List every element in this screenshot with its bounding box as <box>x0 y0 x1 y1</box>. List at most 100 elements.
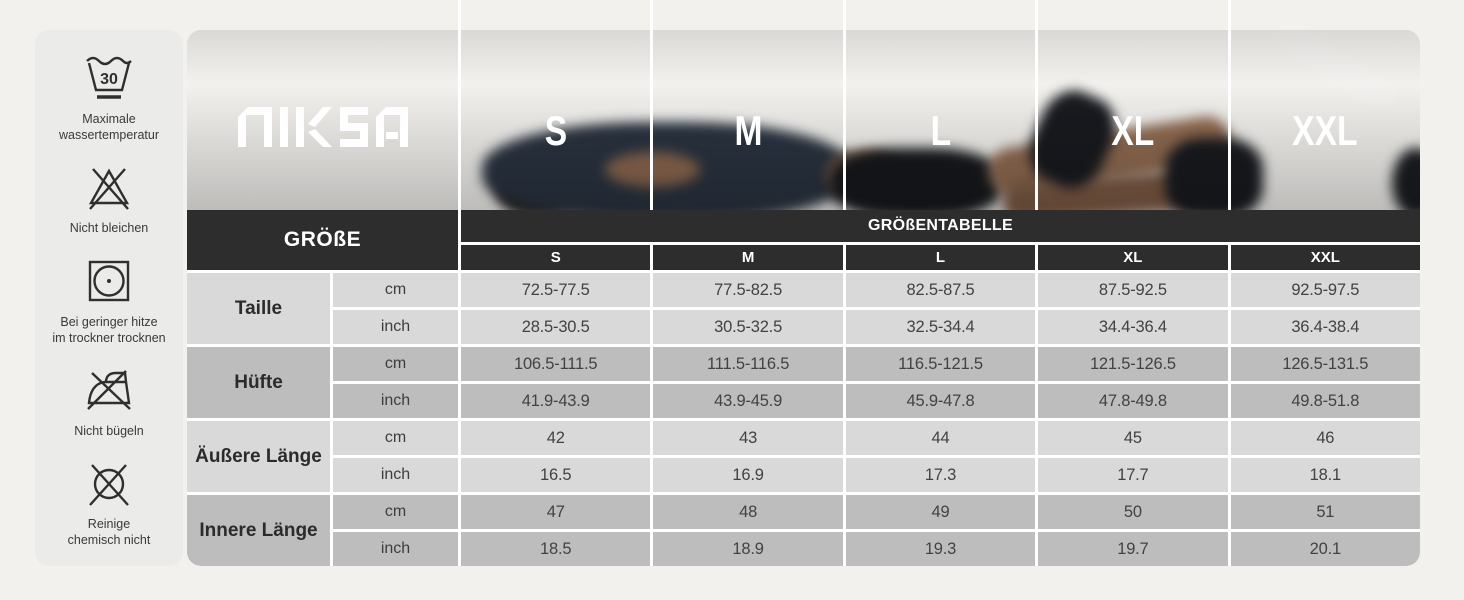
value-cell: 36.4-38.4 <box>1230 310 1420 344</box>
unit-cell: inch <box>333 458 458 492</box>
size-header-xl: XL <box>1038 245 1228 270</box>
column-divider <box>1035 30 1038 210</box>
row-label-aeussere-laenge: Äußere Länge <box>187 421 330 492</box>
do-not-dry-clean-icon <box>85 457 133 509</box>
care-item-tumble-dry-low: Bei geringer hitze im trockner trocknen <box>41 255 177 346</box>
value-cell: 28.5-30.5 <box>461 310 651 344</box>
corner-header-groesse: GRÖßE <box>187 210 458 270</box>
column-divider <box>843 0 846 30</box>
value-cell: 19.7 <box>1038 532 1228 566</box>
size-header-s: S <box>461 245 651 270</box>
value-cell: 126.5-131.5 <box>1230 347 1420 381</box>
size-chart-main: S M L XL XXL GRÖßE GRÖßENTABELLE S M L X… <box>187 0 1420 566</box>
value-cell: 43.9-45.9 <box>653 384 843 418</box>
value-cell: 45 <box>1038 421 1228 455</box>
hero-size-xxl: XXL <box>1292 107 1359 154</box>
value-cell: 16.9 <box>653 458 843 492</box>
unit-cell: inch <box>333 532 458 566</box>
unit-cell: cm <box>333 347 458 381</box>
hero-photo: S M L XL XXL <box>187 30 1420 210</box>
value-cell: 87.5-92.5 <box>1038 273 1228 307</box>
value-cell: 45.9-47.8 <box>845 384 1036 418</box>
column-divider <box>843 30 846 210</box>
value-cell: 34.4-36.4 <box>1038 310 1228 344</box>
do-not-bleach-icon <box>85 161 133 213</box>
value-cell: 111.5-116.5 <box>653 347 843 381</box>
value-cell: 72.5-77.5 <box>461 273 651 307</box>
column-divider <box>458 0 461 30</box>
value-cell: 41.9-43.9 <box>461 384 651 418</box>
value-cell: 47.8-49.8 <box>1038 384 1228 418</box>
care-caption: Nicht bleichen <box>69 221 149 236</box>
care-instructions-panel: 30 Maximale wassertemperatur Nicht bleic… <box>35 30 183 566</box>
row-label-huefte: Hüfte <box>187 347 330 418</box>
value-cell: 121.5-126.5 <box>1038 347 1228 381</box>
column-divider <box>650 30 653 210</box>
column-divider <box>1228 30 1231 210</box>
value-cell: 50 <box>1038 495 1228 529</box>
size-header-row: S M L XL XXL <box>461 245 1420 270</box>
wash-temperature-value: 30 <box>100 71 118 88</box>
care-caption: Bei geringer hitze <box>60 314 158 329</box>
value-cell: 49 <box>845 495 1036 529</box>
value-cell: 47 <box>461 495 651 529</box>
care-caption: Reinige <box>87 517 131 531</box>
table-banner: GRÖßENTABELLE <box>461 210 1420 242</box>
column-divider <box>1035 0 1038 30</box>
hero-size-xl: XL <box>1111 107 1155 154</box>
column-divider <box>458 30 461 210</box>
size-header-l: L <box>845 245 1036 270</box>
care-caption: chemisch nicht <box>67 533 151 547</box>
value-cell: 19.3 <box>845 532 1036 566</box>
value-cell: 48 <box>653 495 843 529</box>
unit-cell: cm <box>333 273 458 307</box>
row-label-innere-laenge: Innere Länge <box>187 495 330 566</box>
do-not-iron-icon <box>84 364 134 416</box>
wash-temperature-30-icon: 30 <box>85 52 133 104</box>
care-caption: Nicht bügeln <box>74 423 144 438</box>
column-divider <box>1228 0 1231 30</box>
hero-size-labels: S M L XL XXL <box>461 30 1420 210</box>
row-label-taille: Taille <box>187 273 330 344</box>
value-cell: 92.5-97.5 <box>1230 273 1420 307</box>
unit-cell: inch <box>333 310 458 344</box>
value-cell: 18.5 <box>461 532 651 566</box>
table-header: GRÖßE GRÖßENTABELLE S M L XL XXL <box>187 210 1420 270</box>
care-caption: im trockner trocknen <box>52 330 166 345</box>
value-cell: 51 <box>1230 495 1420 529</box>
care-caption: wassertemperatur <box>58 128 160 142</box>
size-header-xxl: XXL <box>1230 245 1420 270</box>
value-cell: 77.5-82.5 <box>653 273 843 307</box>
value-cell: 17.3 <box>845 458 1036 492</box>
size-header-m: M <box>653 245 843 270</box>
hero-size-l: L <box>930 107 951 154</box>
care-item-no-bleach: Nicht bleichen <box>41 161 177 236</box>
size-table: GRÖßE GRÖßENTABELLE S M L XL XXL Taille … <box>187 210 1420 566</box>
unit-cell: inch <box>333 384 458 418</box>
value-cell: 43 <box>653 421 843 455</box>
value-cell: 44 <box>845 421 1036 455</box>
value-cell: 16.5 <box>461 458 651 492</box>
value-cell: 82.5-87.5 <box>845 273 1036 307</box>
value-cell: 17.7 <box>1038 458 1228 492</box>
niksa-logo-icon <box>237 107 408 147</box>
care-item-wash-temperature: 30 Maximale wassertemperatur <box>41 52 177 143</box>
value-cell: 106.5-111.5 <box>461 347 651 381</box>
hero-size-m: M <box>734 107 763 154</box>
brand-logo <box>187 30 458 210</box>
value-cell: 20.1 <box>1230 532 1420 566</box>
hero-size-s: S <box>544 107 567 154</box>
value-cell: 116.5-121.5 <box>845 347 1036 381</box>
value-cell: 18.1 <box>1230 458 1420 492</box>
value-cell: 49.8-51.8 <box>1230 384 1420 418</box>
care-item-no-iron: Nicht bügeln <box>41 364 177 439</box>
size-table-body: Taille cm 72.5-77.5 77.5-82.5 82.5-87.5 … <box>187 273 1420 566</box>
value-cell: 32.5-34.4 <box>845 310 1036 344</box>
column-divider <box>650 0 653 30</box>
care-caption: Maximale <box>82 112 136 126</box>
value-cell: 42 <box>461 421 651 455</box>
tumble-dry-low-heat-icon <box>86 255 132 307</box>
care-item-no-dry-clean: Reinige chemisch nicht <box>41 457 177 548</box>
value-cell: 18.9 <box>653 532 843 566</box>
